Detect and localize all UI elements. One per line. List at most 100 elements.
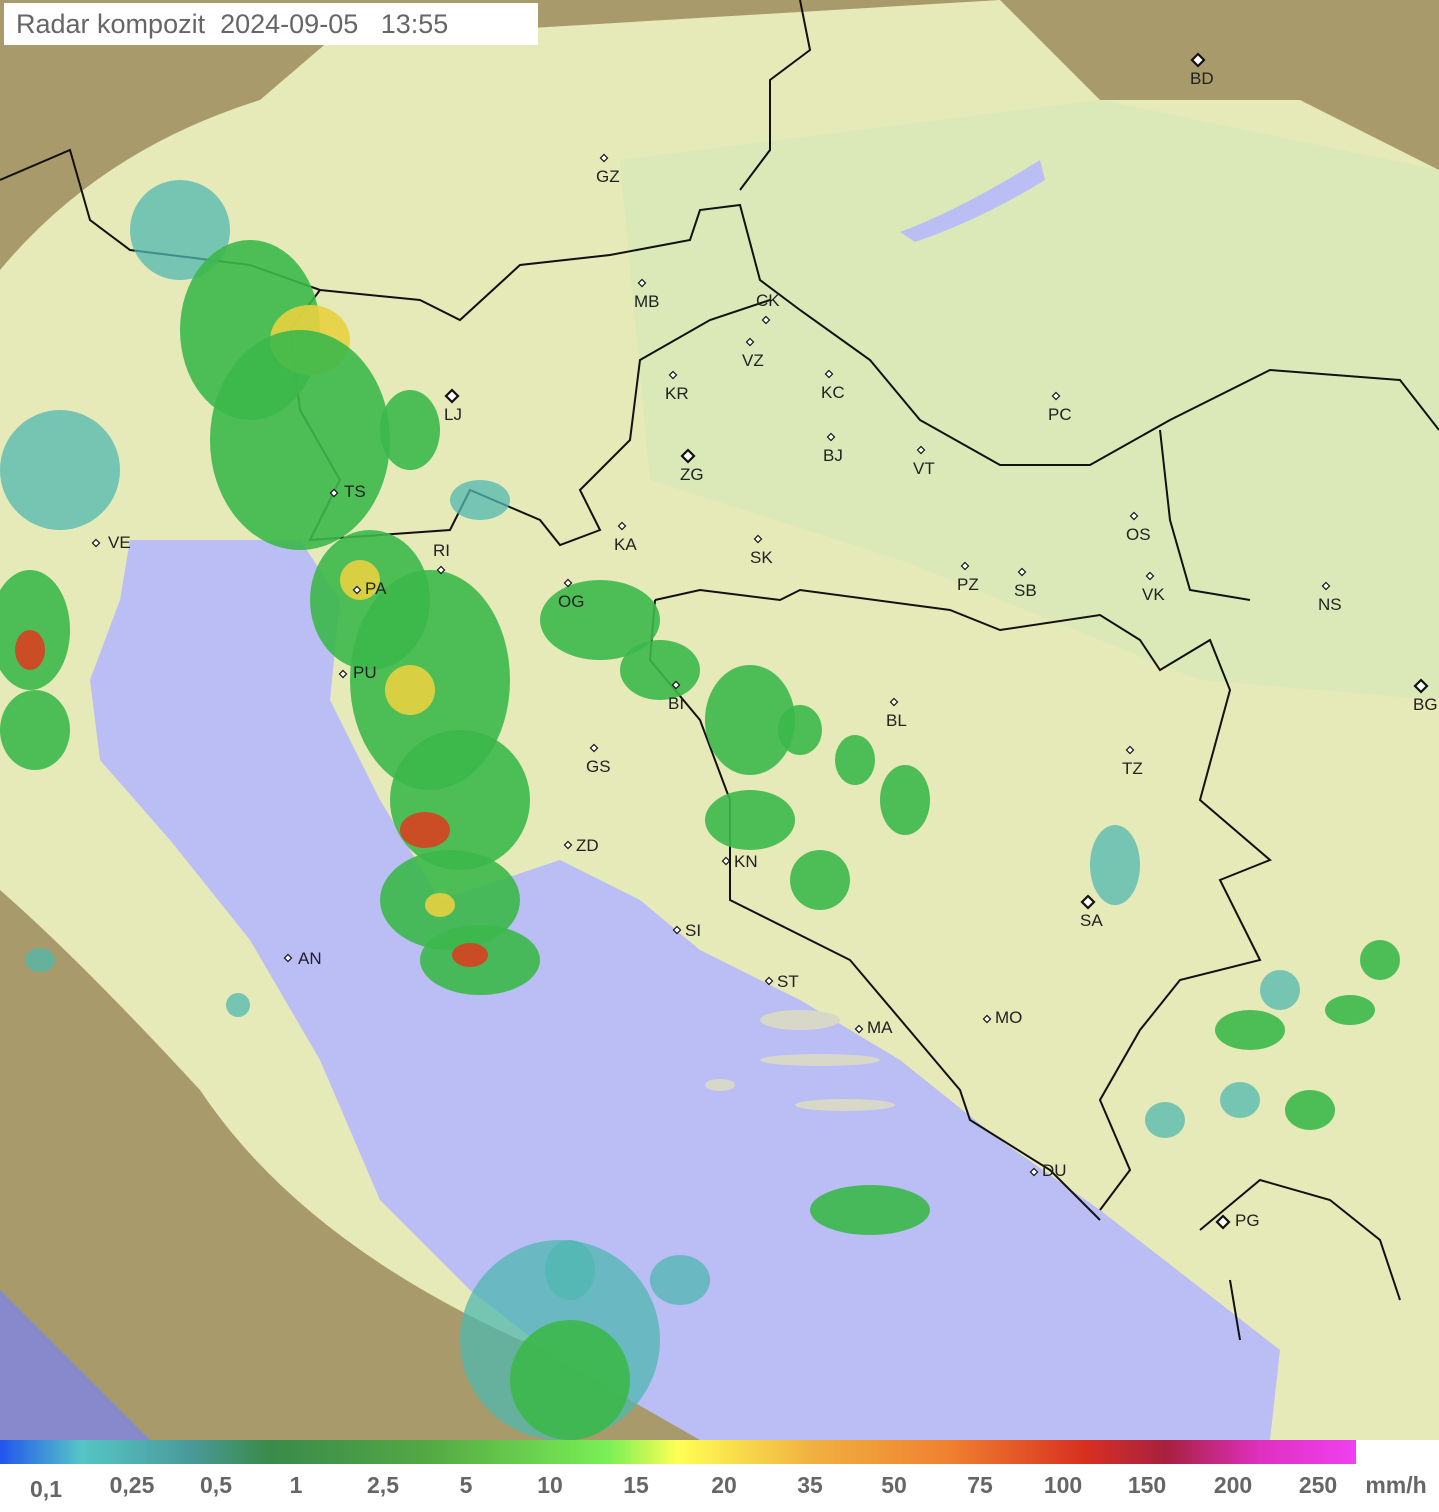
city-bi: BI [668, 680, 684, 713]
city-label: PA [365, 579, 387, 598]
city-label: ZD [576, 836, 599, 855]
country-borders [0, 0, 1439, 1341]
city-gz: GZ [596, 153, 620, 186]
city-ck: CK [756, 291, 780, 325]
city-marker-icon [916, 445, 926, 455]
city-label: TZ [1122, 759, 1143, 778]
city-markers: GZ MB CK VZ KR KC PC LJ BJ VT ZG TS VE KA SK RI OS PZ SB VK… [91, 52, 1438, 1230]
city-mb: MB [634, 278, 660, 311]
legend-tick: 0,1 [30, 1476, 62, 1502]
radar-echo [1145, 1102, 1185, 1138]
city-marker-icon [1029, 1167, 1039, 1177]
city-vt: VT [913, 445, 935, 478]
radar-map: GZ MB CK VZ KR KC PC LJ BJ VT ZG TS VE KA SK RI OS PZ SB VK… [0, 0, 1439, 1440]
city-label: ST [777, 972, 799, 991]
radar-echo [1215, 1010, 1285, 1050]
city-ka: KA [614, 521, 637, 554]
city-ve: VE [91, 533, 131, 552]
city-label: LJ [444, 405, 462, 424]
city-label: ZG [680, 465, 704, 484]
legend-ticks: 0,1 0,25 0,5 1 2,5 5 10 15 20 35 50 75 1… [0, 1472, 1439, 1508]
city-marker-icon [1125, 745, 1135, 755]
city-vk: VK [1142, 571, 1165, 604]
city-marker-icon [672, 925, 682, 935]
radar-echo [650, 1255, 710, 1305]
islands [705, 1010, 895, 1111]
city-marker-icon [1129, 511, 1139, 521]
city-label: CK [756, 291, 780, 310]
legend-tick: 5 [459, 1472, 473, 1498]
city-label: OG [558, 592, 584, 611]
city-marker-icon [637, 278, 647, 288]
capital-marker-icon [1080, 894, 1096, 910]
city-zd: ZD [563, 836, 599, 855]
radar-echo [15, 630, 45, 670]
city-marker-icon [668, 370, 678, 380]
city-label: BJ [823, 446, 843, 465]
city-marker-icon [91, 538, 101, 548]
legend-tick: 15 [623, 1472, 649, 1498]
radar-echo [545, 1240, 595, 1300]
radar-echo [210, 330, 390, 550]
radar-echo [1220, 1082, 1260, 1118]
city-label: PU [353, 663, 377, 682]
city-marker-icon [338, 669, 348, 679]
capital-marker-icon [444, 388, 460, 404]
city-marker-icon [589, 743, 599, 753]
legend-tick: 0,5 [200, 1472, 232, 1498]
radar-echo [620, 640, 700, 700]
city-pa: PA [352, 579, 387, 598]
city-label: PC [1048, 405, 1072, 424]
city-label: PG [1235, 1211, 1260, 1230]
radar-echo [226, 993, 250, 1017]
city-sk: SK [750, 534, 773, 567]
city-label: RI [433, 541, 450, 560]
city-sb: SB [1014, 567, 1037, 600]
adriatic-sea [90, 540, 1280, 1440]
radar-echoes [0, 180, 1400, 1440]
city-zg: ZG [680, 448, 704, 484]
city-label: SA [1080, 911, 1103, 930]
lake-balaton [900, 160, 1045, 242]
city-marker-icon [761, 315, 771, 325]
city-marker-icon [329, 488, 339, 498]
city-label: SK [750, 548, 773, 567]
radar-echo [705, 665, 795, 775]
capital-marker-icon [1190, 52, 1206, 68]
radar-echo [880, 765, 930, 835]
capital-marker-icon [680, 448, 696, 464]
city-label: MO [995, 1008, 1022, 1027]
city-lj: LJ [444, 388, 462, 424]
city-si: SI [672, 921, 701, 940]
city-marker-icon [764, 976, 774, 986]
city-pc: PC [1048, 391, 1072, 424]
city-label: VE [108, 533, 131, 552]
radar-echo [130, 180, 230, 280]
radar-echo [790, 850, 850, 910]
radar-echo [385, 665, 435, 715]
city-ma: MA [854, 1018, 893, 1037]
city-marker-icon [1051, 391, 1061, 401]
city-label: BI [668, 694, 684, 713]
legend-tick: 250 [1298, 1472, 1338, 1498]
city-label: SB [1014, 581, 1037, 600]
city-label: DU [1042, 1161, 1067, 1180]
legend-tick: 50 [881, 1472, 907, 1498]
legend-tick: 100 [1043, 1472, 1083, 1498]
city-marker-icon [352, 585, 362, 595]
city-pz: PZ [957, 561, 979, 594]
legend-unit: mm/h [1365, 1472, 1427, 1498]
city-marker-icon [563, 578, 573, 588]
title-time: 13:55 [380, 9, 449, 39]
radar-echo [778, 705, 822, 755]
city-label: GS [586, 757, 611, 776]
city-marker-icon [721, 856, 731, 866]
radar-echo [425, 893, 455, 917]
city-marker-icon [1145, 571, 1155, 581]
city-label: BL [886, 711, 907, 730]
city-sa: SA [1080, 894, 1103, 930]
map-title: Radar kompozit 2024-09-05 13:55 [4, 3, 538, 45]
city-mo: MO [982, 1008, 1022, 1027]
city-kc: KC [821, 369, 845, 402]
city-marker-icon [283, 953, 293, 963]
